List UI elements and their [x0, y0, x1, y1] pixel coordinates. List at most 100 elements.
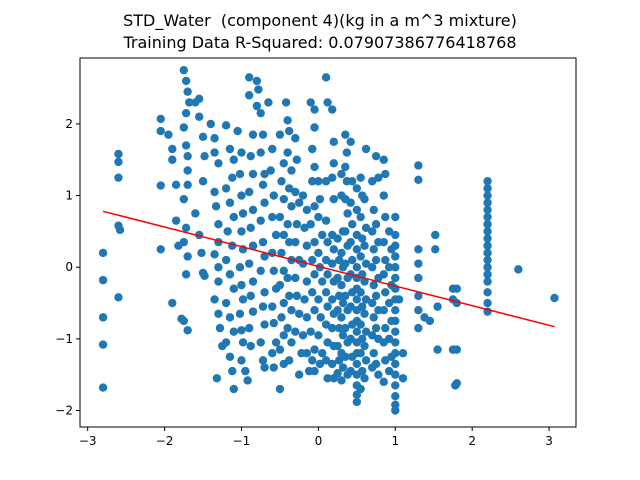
data-point [266, 166, 275, 175]
data-point [384, 334, 394, 344]
data-point [258, 302, 268, 311]
data-point [394, 295, 404, 304]
data-point [183, 87, 192, 96]
data-point [283, 148, 292, 157]
data-point [334, 291, 344, 301]
data-point [321, 216, 331, 225]
data-point [225, 352, 235, 361]
x-tick-label: −1 [233, 434, 251, 448]
data-point [368, 227, 377, 236]
data-point [483, 184, 492, 193]
data-point [337, 280, 346, 290]
data-point [291, 187, 300, 197]
data-point [356, 349, 365, 358]
data-point [381, 255, 390, 265]
data-point [181, 223, 191, 233]
data-point [452, 379, 462, 388]
data-point [256, 148, 265, 157]
data-point [346, 237, 355, 247]
data-point [164, 130, 173, 139]
data-point [269, 363, 278, 372]
data-point [310, 366, 319, 376]
data-point [381, 356, 390, 365]
data-point [246, 291, 255, 301]
data-point [483, 205, 492, 215]
data-point [360, 374, 369, 383]
data-point [368, 177, 377, 186]
data-point [281, 98, 291, 107]
data-point [228, 366, 237, 376]
data-point [352, 245, 362, 254]
data-point [214, 309, 223, 318]
data-point [237, 227, 246, 236]
data-point [306, 327, 315, 336]
data-point [229, 284, 238, 293]
data-point [98, 275, 108, 285]
data-point [514, 265, 523, 274]
data-point [238, 295, 248, 304]
data-point [183, 180, 192, 190]
data-point [361, 295, 371, 304]
data-point [371, 220, 381, 229]
data-point [283, 220, 292, 229]
data-point [310, 202, 319, 211]
data-point [342, 148, 352, 157]
data-point [338, 363, 348, 372]
data-point [341, 352, 350, 361]
data-point [360, 309, 369, 318]
data-point [179, 237, 189, 247]
data-point [98, 248, 108, 258]
data-point [287, 202, 296, 211]
data-point [384, 366, 394, 376]
data-point [225, 144, 235, 154]
data-point [323, 270, 332, 279]
data-point [214, 159, 223, 168]
data-point [431, 245, 440, 254]
data-point [318, 277, 327, 286]
data-point [341, 259, 350, 268]
regression-layer [102, 210, 555, 328]
data-point [248, 241, 258, 250]
data-point [381, 288, 390, 297]
x-tick-label: 0 [315, 434, 323, 448]
data-point [346, 334, 355, 344]
data-point [391, 381, 400, 390]
data-point [198, 132, 208, 142]
data-point [302, 277, 312, 286]
data-point [360, 241, 369, 250]
data-point [379, 237, 388, 247]
data-point [381, 323, 390, 333]
data-point [323, 302, 332, 311]
data-point [210, 148, 219, 157]
data-point [329, 159, 338, 168]
data-point [414, 161, 423, 170]
data-point [98, 340, 108, 349]
data-point [237, 191, 246, 200]
data-point [314, 212, 323, 222]
data-point [243, 376, 252, 385]
data-point [433, 345, 442, 354]
data-point [483, 277, 492, 286]
data-point [314, 331, 323, 340]
data-point [244, 259, 254, 268]
data-point [391, 316, 400, 326]
data-point [414, 273, 423, 283]
data-point [483, 241, 492, 250]
data-point [98, 383, 108, 392]
data-point [315, 359, 325, 369]
regression-line [102, 210, 555, 328]
data-point [483, 234, 492, 243]
data-point [337, 248, 346, 258]
y-tick-label: −1 [55, 332, 73, 346]
data-point [237, 280, 246, 290]
chart-title: STD_Water (component 4)(kg in a m^3 mixt… [123, 11, 517, 30]
data-point [310, 237, 319, 247]
x-tick-label: −3 [79, 434, 97, 448]
data-point [333, 306, 342, 315]
data-point [183, 166, 192, 175]
data-point [483, 298, 492, 308]
data-point [391, 252, 400, 261]
data-point [260, 169, 269, 179]
data-point [210, 250, 219, 259]
data-point [221, 255, 231, 265]
